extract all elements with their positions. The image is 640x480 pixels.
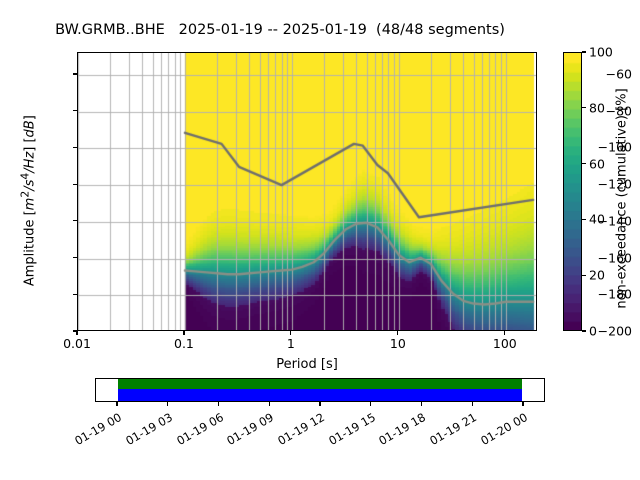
colorbar-tick-mark [582, 330, 586, 332]
timeline-bar-blue [117, 388, 523, 401]
colorbar-tick-label: 60 [589, 156, 605, 172]
timeline-tick-mark [167, 402, 169, 406]
colorbar-tick-mark [582, 51, 586, 53]
y-tick-label: −60 [605, 66, 632, 82]
timeline-tick-mark [370, 402, 372, 406]
y-tick-mark [73, 183, 77, 185]
timeline-tick-mark [319, 402, 321, 406]
timeline-tick-label: 01-19 12 [275, 410, 327, 448]
x-tick-label: 1 [286, 336, 295, 351]
y-tick-label: −100 [597, 139, 632, 155]
timeline-tick-mark [217, 402, 220, 406]
ppsd-plot-area[interactable] [77, 52, 537, 331]
x-axis-label: Period [s] [276, 357, 338, 372]
timeline-bar-green [117, 379, 523, 389]
page-title: BW.GRMB..BHE 2025-01-19 -- 2025-01-19 (4… [55, 22, 505, 38]
timeline-tick-label: 01-19 06 [173, 410, 226, 448]
y-tick-label: −160 [597, 250, 632, 266]
colorbar-tick-mark [582, 218, 586, 220]
y-axis-label: Amplitude [m2/s4/Hz] [dB] [18, 115, 38, 287]
colorbar[interactable] [563, 52, 582, 331]
x-tick-mark [397, 331, 399, 335]
x-tick-label: 10 [389, 336, 406, 351]
colorbar-tick-label: 0 [589, 323, 597, 339]
x-tick-label: 0.01 [63, 336, 91, 351]
y-tick-label: −120 [597, 176, 632, 192]
y-tick-mark [73, 256, 77, 259]
colorbar-tick-label: 80 [589, 100, 605, 116]
colorbar-label: non-exceedance (cumulative) [%] [614, 88, 630, 309]
timeline-tick-mark [116, 402, 118, 406]
timeline-tick-mark [522, 402, 524, 406]
x-tick-mark [290, 331, 292, 335]
timeline-tick-label: 01-19 09 [224, 410, 277, 448]
colorbar-tick-mark [582, 107, 586, 109]
colorbar-tick-label: 40 [589, 211, 605, 227]
y-tick-mark [73, 146, 77, 149]
timeline-tick-label: 01-19 21 [427, 410, 480, 448]
timeline-tick-mark [471, 402, 473, 406]
timeline-tick-label: 01-19 03 [122, 410, 175, 448]
timeline-tick-mark [420, 402, 423, 406]
x-tick-label: 0.1 [173, 336, 194, 351]
timeline-tick-label: 01-19 00 [72, 410, 125, 448]
y-tick-label: −200 [597, 323, 632, 339]
colorbar-tick-mark [582, 163, 586, 165]
y-tick-label: −180 [597, 286, 632, 302]
colorbar-gradient [564, 53, 581, 330]
y-tick-label: −80 [605, 103, 632, 119]
timeline-tick-mark [268, 402, 270, 406]
y-tick-mark [73, 293, 77, 295]
x-tick-mark [504, 331, 506, 335]
y-tick-mark [73, 73, 77, 75]
colorbar-tick-label: 100 [589, 44, 613, 60]
timeline-tick-label: 01-19 18 [376, 410, 429, 448]
y-tick-mark [73, 110, 77, 112]
x-tick-mark [76, 331, 78, 335]
timeline-coverage-axes[interactable] [95, 378, 545, 402]
x-tick-label: 100 [492, 336, 517, 351]
y-tick-label: −140 [597, 213, 632, 229]
y-tick-mark [73, 220, 77, 222]
y-tick-mark [73, 330, 77, 332]
colorbar-tick-mark [582, 274, 586, 276]
colorbar-tick-label: 20 [589, 267, 605, 283]
timeline-tick-label: 01-19 15 [325, 410, 378, 448]
ppsd-histogram-canvas [78, 53, 536, 330]
x-tick-mark [183, 331, 185, 335]
timeline-tick-label: 01-20 00 [478, 410, 530, 448]
